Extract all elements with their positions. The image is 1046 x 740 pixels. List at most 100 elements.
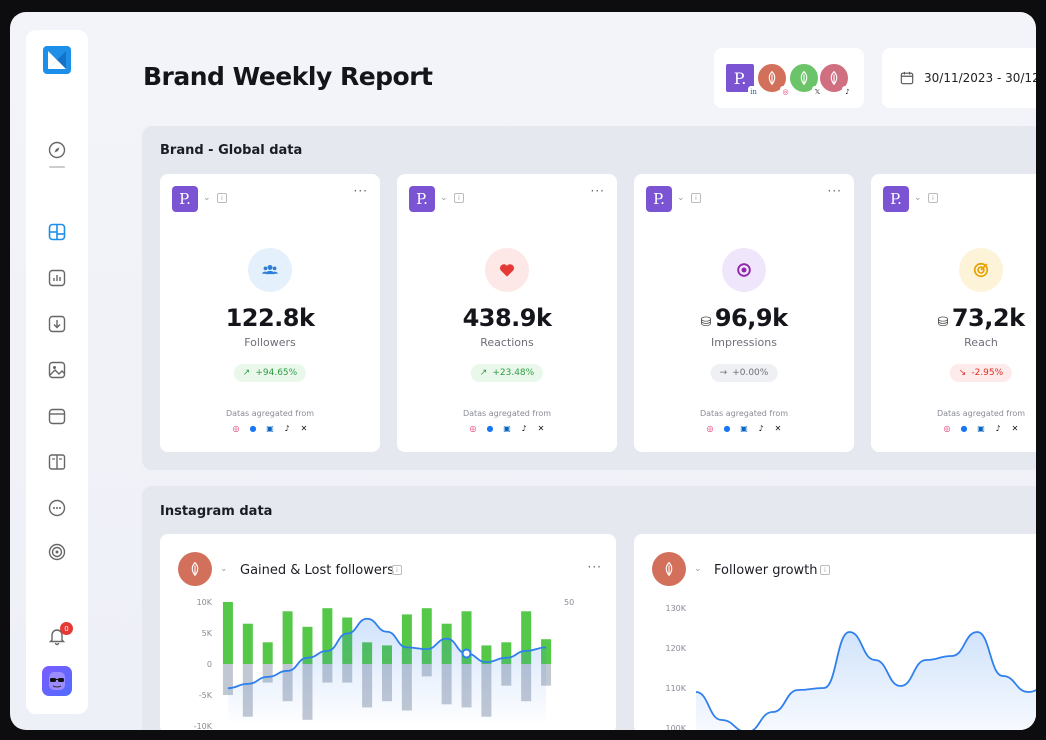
notification-badge: 0 xyxy=(60,622,73,635)
follower-growth-chart: 130K 120K 110K 100K xyxy=(665,604,1036,730)
info-icon[interactable]: i xyxy=(392,565,402,575)
trend-marker xyxy=(461,648,472,659)
section-title: Instagram data xyxy=(160,504,273,519)
brand-initial: P. xyxy=(416,190,428,208)
tiktok-icon: ♪ xyxy=(995,424,1001,433)
dashboard-icon[interactable] xyxy=(47,222,67,242)
delta-badge: → +0.00% xyxy=(710,364,778,382)
trend-area xyxy=(227,618,547,726)
kpi-value: ⛁ 96,9k xyxy=(634,304,854,332)
divider xyxy=(49,166,65,168)
info-icon[interactable]: i xyxy=(691,193,701,203)
chevron-down-icon[interactable]: ⌄ xyxy=(220,564,228,574)
delta-value: +23.48% xyxy=(492,368,535,378)
follower-growth-card: ⌄ Follower growth i 130K 120K 110K 100K xyxy=(634,534,1036,730)
y-tick-label: 110K xyxy=(665,684,686,693)
brand-avatar[interactable]: P. xyxy=(172,186,198,212)
x-account-avatar: 𝕏 xyxy=(788,62,823,97)
kpi-card-followers: P. ⌄ i ··· 122.8k Followers ↗ +94.65% Dat… xyxy=(160,174,380,452)
account-avatar[interactable] xyxy=(652,552,686,586)
facebook-icon: ● xyxy=(486,424,494,433)
page-title: Brand Weekly Report xyxy=(143,62,433,91)
kpi-value: 122.8k xyxy=(225,304,315,332)
app-logo-icon[interactable] xyxy=(43,46,71,74)
gained-bar xyxy=(242,623,253,664)
more-options-icon[interactable]: ··· xyxy=(827,184,842,198)
gained-bar xyxy=(461,611,472,664)
chevron-down-icon[interactable]: ⌄ xyxy=(203,193,211,203)
compass-icon[interactable] xyxy=(47,140,67,160)
coins-icon: ⛁ xyxy=(700,315,711,330)
x-icon: ✕ xyxy=(1011,424,1019,433)
y2-tick-label: 50 xyxy=(564,598,574,607)
more-options-icon[interactable]: ··· xyxy=(353,184,368,198)
linkedin-icon: ▣ xyxy=(977,424,985,433)
chevron-down-icon[interactable]: ⌄ xyxy=(440,193,448,203)
sidebar: 0 xyxy=(26,30,88,714)
tiktok-icon: ♪ xyxy=(758,424,764,433)
download-icon[interactable] xyxy=(47,314,67,334)
x-icon: ✕ xyxy=(537,424,545,433)
gained-bar xyxy=(501,642,512,664)
tiktok-icon: ♪ xyxy=(842,86,853,97)
kpi-value-text: 96,9k xyxy=(714,304,788,332)
delta-value: +94.65% xyxy=(255,368,298,378)
user-avatar[interactable] xyxy=(42,666,72,696)
brand-switcher[interactable]: P. in ◎ 𝕏 ♪ xyxy=(714,48,864,108)
book-icon[interactable] xyxy=(47,452,67,472)
heart-icon xyxy=(485,248,529,292)
chat-icon[interactable] xyxy=(47,498,67,518)
growth-area xyxy=(696,632,1036,730)
y-tick-label: 5K xyxy=(202,629,213,638)
delta-value: +0.00% xyxy=(732,368,769,378)
y-tick-label: 0 xyxy=(207,660,212,669)
aggregated-label: Datas agregated from xyxy=(699,409,789,418)
calendar-icon[interactable] xyxy=(47,406,67,426)
chart-title: Gained & Lost followers xyxy=(240,563,394,578)
social-sources: ◎ ● ▣ ♪ ✕ xyxy=(160,423,380,434)
target-icon xyxy=(959,248,1003,292)
brand-avatar[interactable]: P. xyxy=(646,186,672,212)
info-icon[interactable]: i xyxy=(217,193,227,203)
info-icon[interactable]: i xyxy=(454,193,464,203)
delta-value: -2.95% xyxy=(971,368,1004,378)
instagram-data-section: Instagram data ⌄ Gained & Lost followers… xyxy=(142,486,1036,730)
section-title: Brand - Global data xyxy=(160,143,303,158)
chevron-down-icon[interactable]: ⌄ xyxy=(914,193,922,203)
x-icon: ✕ xyxy=(300,424,308,433)
brand-avatar[interactable]: P. xyxy=(883,186,909,212)
info-icon[interactable]: i xyxy=(820,565,830,575)
chevron-down-icon[interactable]: ⌄ xyxy=(694,564,702,574)
gained-bar xyxy=(481,645,492,664)
brand-avatar[interactable]: P. xyxy=(409,186,435,212)
more-options-icon[interactable]: ··· xyxy=(587,560,602,574)
media-icon[interactable] xyxy=(47,360,67,380)
analytics-icon[interactable] xyxy=(47,268,67,288)
kpi-card-impressions: P. ⌄ i ··· ⛁ 96,9k Impressions → +0.00% Da… xyxy=(634,174,854,452)
bell-icon[interactable] xyxy=(47,626,67,646)
instagram-icon: ◎ xyxy=(232,424,240,433)
date-range-picker[interactable]: 30/11/2023 - 30/12/2 xyxy=(882,48,1036,108)
brand-initial: P. xyxy=(653,190,665,208)
account-avatar[interactable] xyxy=(178,552,212,586)
more-options-icon[interactable]: ··· xyxy=(590,184,605,198)
gained-bar xyxy=(521,611,532,664)
kpi-label: Impressions xyxy=(711,336,777,349)
facebook-icon: ● xyxy=(249,424,257,433)
instagram-account-avatar: ◎ xyxy=(756,62,791,97)
y-tick-label: 130K xyxy=(665,604,686,613)
instagram-icon: ◎ xyxy=(780,86,791,97)
y-tick-label: -5K xyxy=(199,691,213,700)
brand-initial: P. xyxy=(179,190,191,208)
users-icon xyxy=(248,248,292,292)
info-icon[interactable]: i xyxy=(928,193,938,203)
gained-bar xyxy=(222,602,233,664)
lost-bar xyxy=(222,664,233,695)
chevron-down-icon[interactable]: ⌄ xyxy=(677,193,685,203)
target-icon[interactable] xyxy=(47,542,67,562)
kpi-label: Reach xyxy=(964,336,998,349)
tiktok-icon: ♪ xyxy=(521,424,527,433)
arrow-up-right-icon: ↗ xyxy=(242,368,251,378)
aggregated-label: Datas agregated from xyxy=(225,409,315,418)
linkedin-icon: ▣ xyxy=(266,424,274,433)
